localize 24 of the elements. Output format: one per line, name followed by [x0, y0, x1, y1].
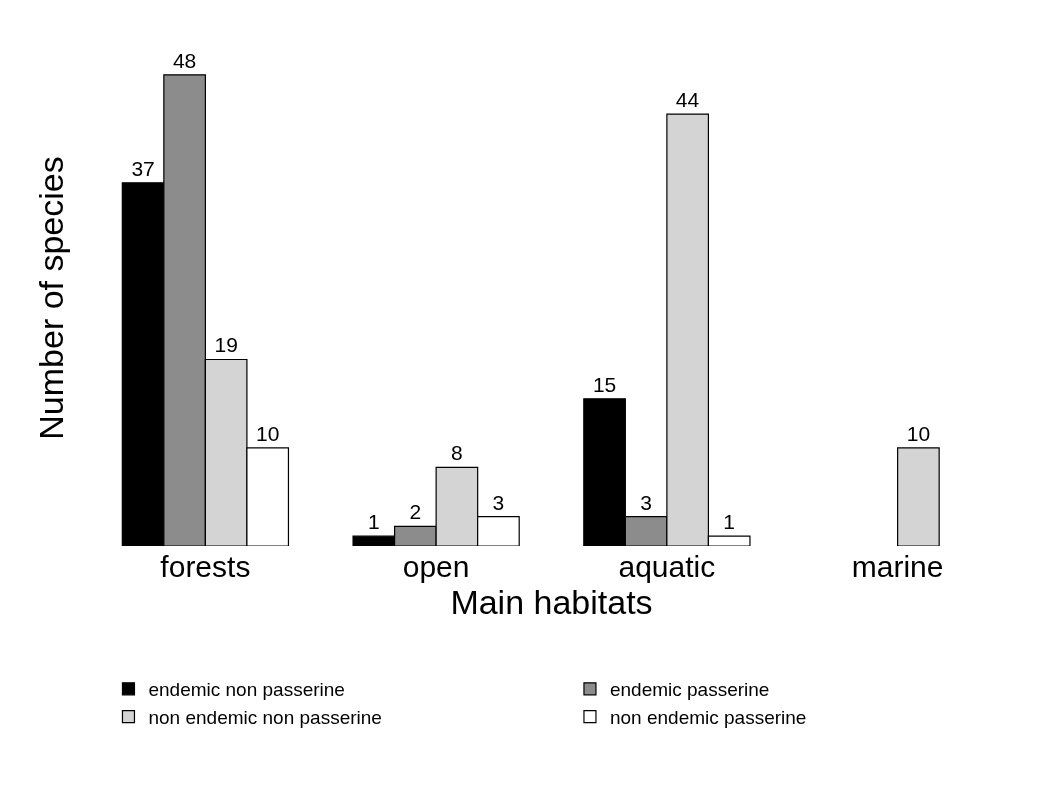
data-label: 48 [172, 48, 197, 72]
x-axis-title: Main habitats [450, 583, 653, 621]
data-label: 1 [367, 510, 380, 534]
data-label: 2 [409, 500, 422, 524]
data-label: 3 [492, 490, 505, 514]
x-tick-label: marine [851, 550, 944, 583]
data-label: 15 [592, 372, 617, 396]
x-tick-label: aquatic [618, 550, 716, 583]
data-label: 19 [214, 333, 238, 357]
data-label: 10 [906, 421, 931, 445]
legend-label: non endemic non passerine [148, 706, 382, 728]
x-tick-label: forests [160, 550, 251, 583]
legend-label: non endemic passerine [609, 706, 807, 728]
y-axis-title: Number of species [31, 156, 70, 440]
legend-label: endemic non passerine [148, 679, 345, 701]
x-tick-label: open [402, 550, 470, 583]
bar [897, 447, 940, 546]
data-label: 44 [675, 88, 700, 112]
data-label: 8 [451, 441, 463, 465]
data-label: 37 [131, 156, 155, 180]
legend-label: endemic passerine [609, 679, 770, 701]
data-label: 10 [256, 421, 280, 445]
data-label: 3 [640, 490, 652, 514]
data-label: 1 [723, 510, 736, 534]
